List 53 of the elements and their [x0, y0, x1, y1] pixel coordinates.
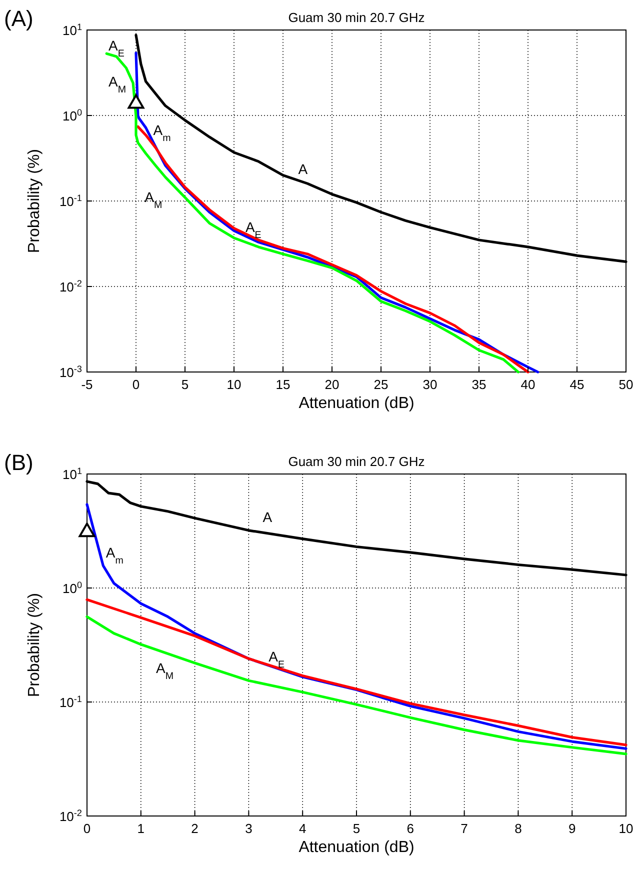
x-tick-label: 50 — [618, 377, 634, 392]
x-tick-label: 7 — [460, 821, 468, 836]
y-tick-label: 10$^{-1}$ — [59, 193, 82, 209]
y-tick-label: 10$^{1}$ — [62, 466, 82, 482]
line-series — [86, 598, 628, 746]
chart-title: Guam 30 min 20.7 GHz — [288, 10, 425, 25]
x-tick-label: -5 — [81, 377, 93, 392]
x-tick-label: 0 — [83, 821, 91, 836]
x-tick-label: 3 — [245, 821, 252, 836]
annotation: A$_{M}$ — [108, 73, 126, 95]
annotation: A$_{E}$ — [245, 218, 262, 240]
annotation: A — [262, 509, 273, 526]
annotation: A$_{E}$ — [268, 648, 285, 670]
x-tick-label: 25 — [374, 377, 388, 392]
line-series — [86, 615, 628, 756]
annotation: A$_{m}$ — [106, 544, 124, 566]
x-tick-label: 10 — [226, 377, 242, 392]
x-tick-label: 10 — [618, 821, 634, 836]
x-axis-title: Attenuation (dB) — [298, 839, 414, 856]
annotation: A$_{M}$ — [144, 189, 162, 211]
y-axis-title: Probability (%) — [26, 148, 43, 254]
x-tick-label: 30 — [422, 377, 438, 392]
x-tick-label: 15 — [276, 377, 290, 392]
text: (A) — [4, 6, 34, 31]
chart-title: Guam 30 min 20.7 GHz — [288, 454, 425, 469]
y-tick-label: 10$^{1}$ — [62, 22, 82, 38]
y-tick-label: 10$^{0}$ — [62, 108, 82, 124]
x-axis-title: Attenuation (dB) — [298, 395, 414, 412]
text: (B) — [4, 450, 34, 475]
y-tick-label: 10$^{-3}$ — [59, 364, 82, 380]
x-tick-label: 45 — [570, 377, 584, 392]
annotation: A$_{M}$ — [156, 660, 174, 682]
annotation: A$_{E}$ — [108, 38, 125, 60]
y-tick-label: 10$^{0}$ — [62, 580, 82, 596]
x-tick-label: 5 — [181, 377, 189, 392]
x-tick-label: 1 — [137, 821, 145, 836]
line-series — [136, 125, 530, 374]
x-tick-label: 5 — [352, 821, 360, 836]
x-tick-label: 20 — [324, 377, 340, 392]
x-tick-label: 4 — [298, 821, 306, 836]
y-axis-title: Probability (%) — [26, 592, 43, 698]
x-tick-label: 2 — [191, 821, 198, 836]
x-tick-label: 9 — [568, 821, 576, 836]
x-tick-label: 0 — [132, 377, 140, 392]
y-tick-label: 10$^{-1}$ — [59, 694, 82, 710]
annotation: A — [298, 161, 308, 178]
y-tick-label: 10$^{-2}$ — [59, 278, 82, 294]
x-tick-label: 35 — [472, 377, 486, 392]
x-tick-label: 6 — [406, 821, 414, 836]
x-tick-label: 8 — [514, 821, 522, 836]
annotation: A$_{m}$ — [153, 122, 171, 144]
x-tick-label: 40 — [520, 377, 536, 392]
y-tick-label: 10$^{-2}$ — [59, 808, 82, 824]
